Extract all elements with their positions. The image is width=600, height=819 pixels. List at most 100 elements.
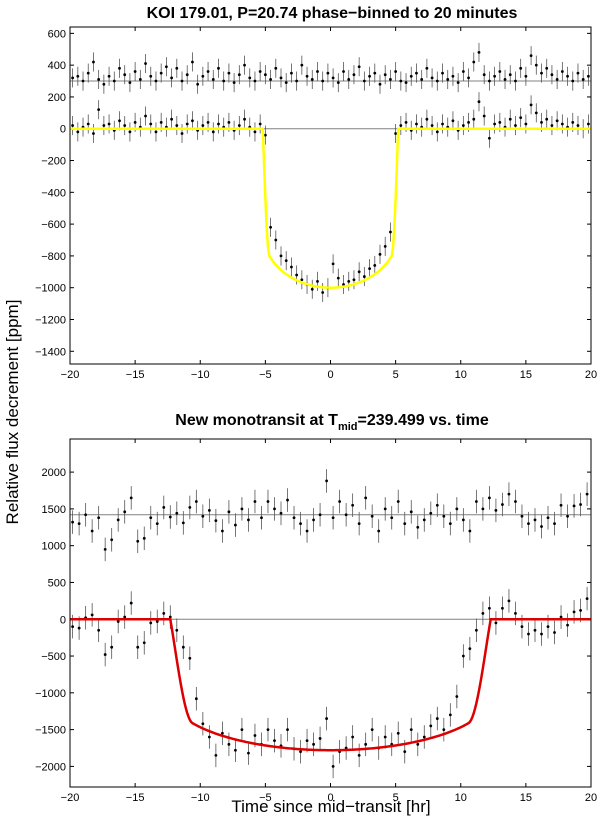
bottom-chart-transit-model (70, 618, 591, 752)
data-point (441, 122, 444, 126)
data-point (456, 81, 460, 85)
data-point (481, 611, 485, 615)
data-point (507, 492, 511, 496)
data-point (579, 503, 582, 506)
data-point (318, 737, 322, 740)
data-point (247, 518, 250, 522)
data-point (488, 606, 491, 610)
data-point (240, 728, 244, 732)
data-point (586, 74, 590, 78)
data-point (571, 79, 575, 83)
data-point (494, 621, 498, 625)
data-point (316, 70, 319, 73)
data-point (138, 78, 142, 81)
data-point (347, 78, 351, 81)
y-tick-label: 0 (60, 124, 66, 136)
data-point (133, 70, 137, 73)
data-point (310, 287, 314, 291)
x-axis-label: Time since mid−transit [hr] (231, 797, 430, 816)
y-axis-label: Relative flux decrement [ppm] (3, 300, 22, 525)
data-point (524, 74, 528, 78)
data-point (559, 503, 563, 507)
data-point (279, 76, 283, 80)
data-point (206, 120, 210, 124)
top-chart-transit-model (70, 127, 591, 289)
data-point (237, 124, 241, 127)
data-point (325, 479, 328, 483)
data-point (571, 120, 575, 124)
x-tick-label: −10 (191, 369, 210, 381)
data-point (351, 503, 355, 507)
data-point (248, 76, 252, 80)
data-point (191, 60, 194, 64)
data-point (435, 79, 439, 83)
data-point (331, 516, 335, 520)
top-chart-ticks: −20 −15 −10 −5 0 5 10 15 20 −1400 −1200 −1000 −800 −6… (35, 27, 597, 381)
data-point (559, 615, 563, 619)
data-point (482, 114, 486, 118)
data-point (110, 538, 114, 542)
data-point (527, 522, 530, 526)
transit-model-line (70, 618, 591, 752)
data-point (258, 70, 262, 73)
y-tick-label: 400 (48, 60, 66, 72)
data-point (389, 230, 392, 234)
data-point (155, 522, 159, 526)
data-point (550, 124, 554, 127)
data-point (279, 254, 283, 258)
data-point (403, 750, 407, 754)
y-tick-label: 0 (60, 614, 66, 626)
data-point (527, 632, 530, 636)
data-point (403, 522, 407, 526)
data-point (112, 79, 116, 83)
data-point (540, 71, 543, 75)
data-point (342, 283, 345, 286)
y-tick-label: 500 (48, 577, 66, 589)
data-point (284, 81, 288, 85)
data-point (383, 244, 387, 248)
data-point (399, 124, 403, 127)
data-point (175, 511, 179, 515)
data-point (107, 74, 111, 78)
data-point (181, 521, 185, 525)
data-point (316, 279, 319, 283)
data-point (237, 73, 241, 77)
data-point (286, 498, 289, 502)
data-point (540, 120, 543, 124)
data-point (546, 625, 550, 629)
data-point (312, 742, 315, 746)
data-point (362, 275, 366, 278)
data-point (154, 79, 158, 83)
data-point (566, 623, 569, 627)
data-point (585, 492, 589, 496)
data-point (474, 628, 478, 632)
data-point (273, 507, 276, 511)
data-point (305, 739, 309, 743)
data-point (488, 136, 491, 140)
data-point (581, 78, 585, 81)
data-point (377, 529, 381, 533)
data-point (390, 516, 394, 520)
x-tick-label: −20 (61, 369, 80, 381)
data-point (560, 122, 564, 126)
data-point (263, 73, 267, 77)
data-point (467, 76, 470, 80)
data-point (77, 626, 81, 630)
data-point (404, 120, 408, 124)
data-point (194, 500, 198, 503)
data-point (77, 522, 81, 526)
data-point (217, 122, 220, 126)
y-tick-label: 2000 (42, 467, 66, 479)
data-point (194, 697, 198, 701)
data-point (175, 628, 179, 632)
data-point (441, 71, 444, 75)
bottom-chart-title-subscript: mid (338, 421, 358, 433)
data-point (481, 507, 485, 511)
data-point (416, 525, 420, 529)
data-point (409, 728, 413, 732)
data-point (290, 265, 293, 269)
data-point (507, 599, 511, 603)
data-point (404, 81, 408, 85)
data-point (274, 66, 278, 70)
data-point (136, 539, 140, 543)
